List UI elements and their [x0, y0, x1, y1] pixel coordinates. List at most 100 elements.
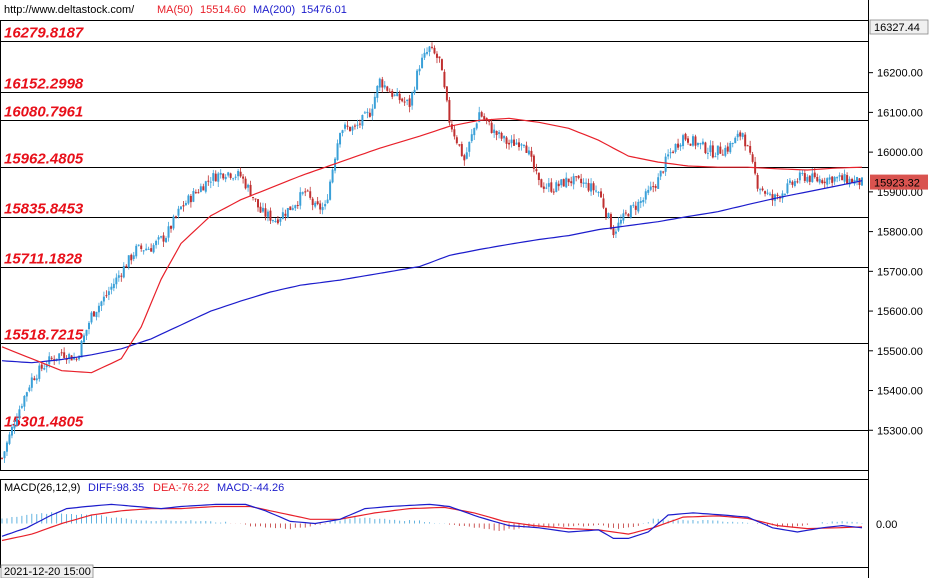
candle-body: [68, 353, 71, 359]
source-url[interactable]: http://www.deltastock.com/: [4, 4, 135, 16]
candle-body: [426, 52, 429, 54]
candle-body: [132, 255, 135, 259]
candle-body: [18, 409, 21, 419]
candle-body: [55, 358, 58, 360]
candle-body: [530, 150, 533, 157]
candle-body: [378, 78, 381, 88]
candle-body: [266, 211, 269, 217]
date-label: 2021-12-20 15:00: [4, 566, 91, 578]
candle-body: [286, 208, 289, 218]
y-tick-label: 16200.00: [877, 68, 923, 80]
candle-body: [545, 187, 548, 189]
candle-body: [788, 180, 791, 183]
candle-body: [160, 236, 163, 238]
last-price-tag: 15923.32: [870, 174, 928, 190]
candle-body: [187, 195, 190, 204]
macd-hist-label: MACD:: [217, 482, 252, 494]
candle-body: [582, 182, 585, 184]
candle-body: [63, 352, 66, 358]
candle-body: [406, 99, 409, 102]
candle-body: [759, 189, 762, 191]
candle-body: [818, 179, 821, 183]
candle-body: [632, 204, 635, 206]
candle-body: [401, 98, 404, 102]
candle-body: [30, 377, 33, 388]
candle-body: [570, 181, 573, 184]
candle-body: [542, 186, 545, 189]
candle-body: [33, 378, 36, 381]
candle-body: [647, 189, 650, 193]
level-label: 16152.2998: [4, 76, 84, 93]
candle-body: [65, 359, 68, 361]
candle-body: [861, 177, 863, 186]
candle-body: [721, 154, 724, 156]
candle-body: [448, 100, 451, 123]
candle-body: [269, 210, 272, 221]
candle-body: [796, 181, 799, 183]
candle-body: [567, 178, 570, 183]
candle-body: [5, 442, 8, 452]
y-tick-label: 15900.00: [877, 187, 923, 199]
macd-histogram: [1, 512, 863, 531]
level-label: 16080.7961: [4, 104, 83, 121]
candle-body: [284, 213, 287, 216]
candle-body: [470, 134, 473, 142]
candle-body: [179, 206, 182, 210]
candle-body: [654, 186, 657, 188]
candle-body: [438, 56, 441, 59]
candle-body: [339, 133, 342, 145]
candle-body: [117, 275, 120, 278]
candle-body: [140, 245, 143, 249]
candle-body: [115, 277, 118, 285]
candle-body: [595, 190, 598, 192]
candle-body: [749, 146, 752, 153]
last-price-text: 15923.32: [874, 178, 920, 190]
candle-body: [679, 144, 682, 147]
candle-body: [443, 71, 446, 88]
candle-body: [271, 220, 274, 222]
candle-body: [473, 128, 476, 136]
candle-body: [170, 225, 173, 229]
candle-body: [771, 194, 774, 201]
ma50-line: [1, 117, 863, 374]
candle-body: [572, 176, 575, 185]
candle-body: [525, 145, 528, 153]
macd-diff-value: -98.35: [113, 482, 144, 494]
candle-body: [334, 158, 337, 171]
candle-body: [326, 199, 329, 204]
candle-body: [150, 248, 153, 252]
candle-body: [182, 205, 185, 207]
candle-body: [694, 136, 697, 146]
candle-body: [85, 329, 88, 336]
candle-body: [212, 173, 215, 181]
candle-body: [458, 144, 461, 146]
candle-body: [319, 203, 322, 210]
candle-body: [309, 191, 312, 198]
candle-body: [73, 357, 76, 360]
candle-body: [172, 216, 175, 229]
candle-body: [744, 134, 747, 147]
candle-body: [828, 177, 831, 180]
candle-body: [324, 204, 327, 207]
candle-body: [294, 205, 297, 209]
candle-body: [831, 176, 834, 183]
candle-body: [527, 150, 530, 155]
candle-body: [716, 145, 719, 156]
candle-body: [291, 208, 294, 210]
candle-body: [823, 181, 826, 184]
candle-body: [403, 101, 406, 103]
candle-body: [157, 237, 160, 240]
candle-body: [604, 208, 607, 218]
candle-body: [731, 142, 734, 144]
candle-body: [257, 199, 260, 208]
candle-body: [644, 191, 647, 200]
y-tick-label: 15800.00: [877, 227, 923, 239]
candle-body: [423, 52, 426, 58]
candle-body: [562, 179, 565, 187]
candle-body: [363, 112, 366, 114]
candle-body: [751, 154, 754, 162]
candle-body: [450, 124, 453, 130]
candle-body: [197, 192, 200, 194]
candle-body: [674, 143, 677, 152]
candle-body: [453, 129, 456, 137]
